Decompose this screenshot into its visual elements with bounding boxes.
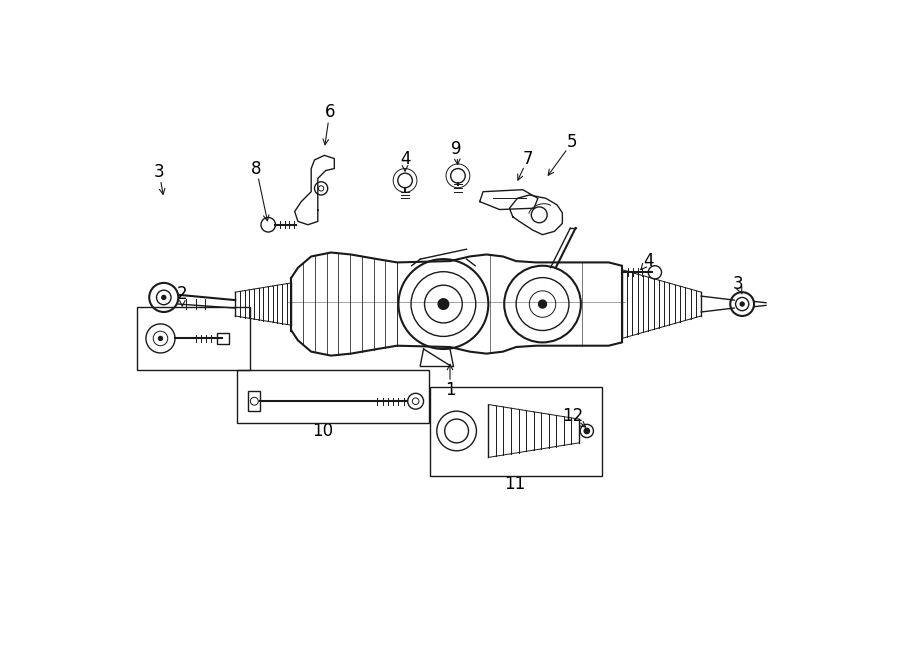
Bar [238, 370, 428, 423]
Circle shape [584, 428, 590, 434]
Circle shape [158, 336, 163, 340]
Text: 9: 9 [452, 139, 462, 158]
Bar [217, 333, 230, 344]
Text: 11: 11 [504, 475, 526, 493]
Text: 4: 4 [643, 252, 653, 270]
Text: 4: 4 [400, 149, 410, 168]
Text: 1: 1 [445, 381, 455, 399]
Circle shape [438, 299, 449, 309]
Bar [248, 391, 260, 411]
Text: 8: 8 [251, 159, 262, 178]
Text: 3: 3 [154, 163, 165, 181]
Text: 6: 6 [324, 103, 335, 122]
Bar [138, 307, 249, 370]
Bar [430, 387, 602, 476]
Text: 7: 7 [523, 149, 533, 168]
Circle shape [740, 302, 744, 306]
Text: 3: 3 [733, 275, 742, 293]
Text: 10: 10 [312, 422, 334, 440]
Circle shape [162, 295, 166, 299]
Text: 5: 5 [567, 133, 578, 151]
Text: 12: 12 [562, 407, 583, 426]
Text: 2: 2 [177, 285, 187, 303]
Circle shape [538, 300, 546, 308]
